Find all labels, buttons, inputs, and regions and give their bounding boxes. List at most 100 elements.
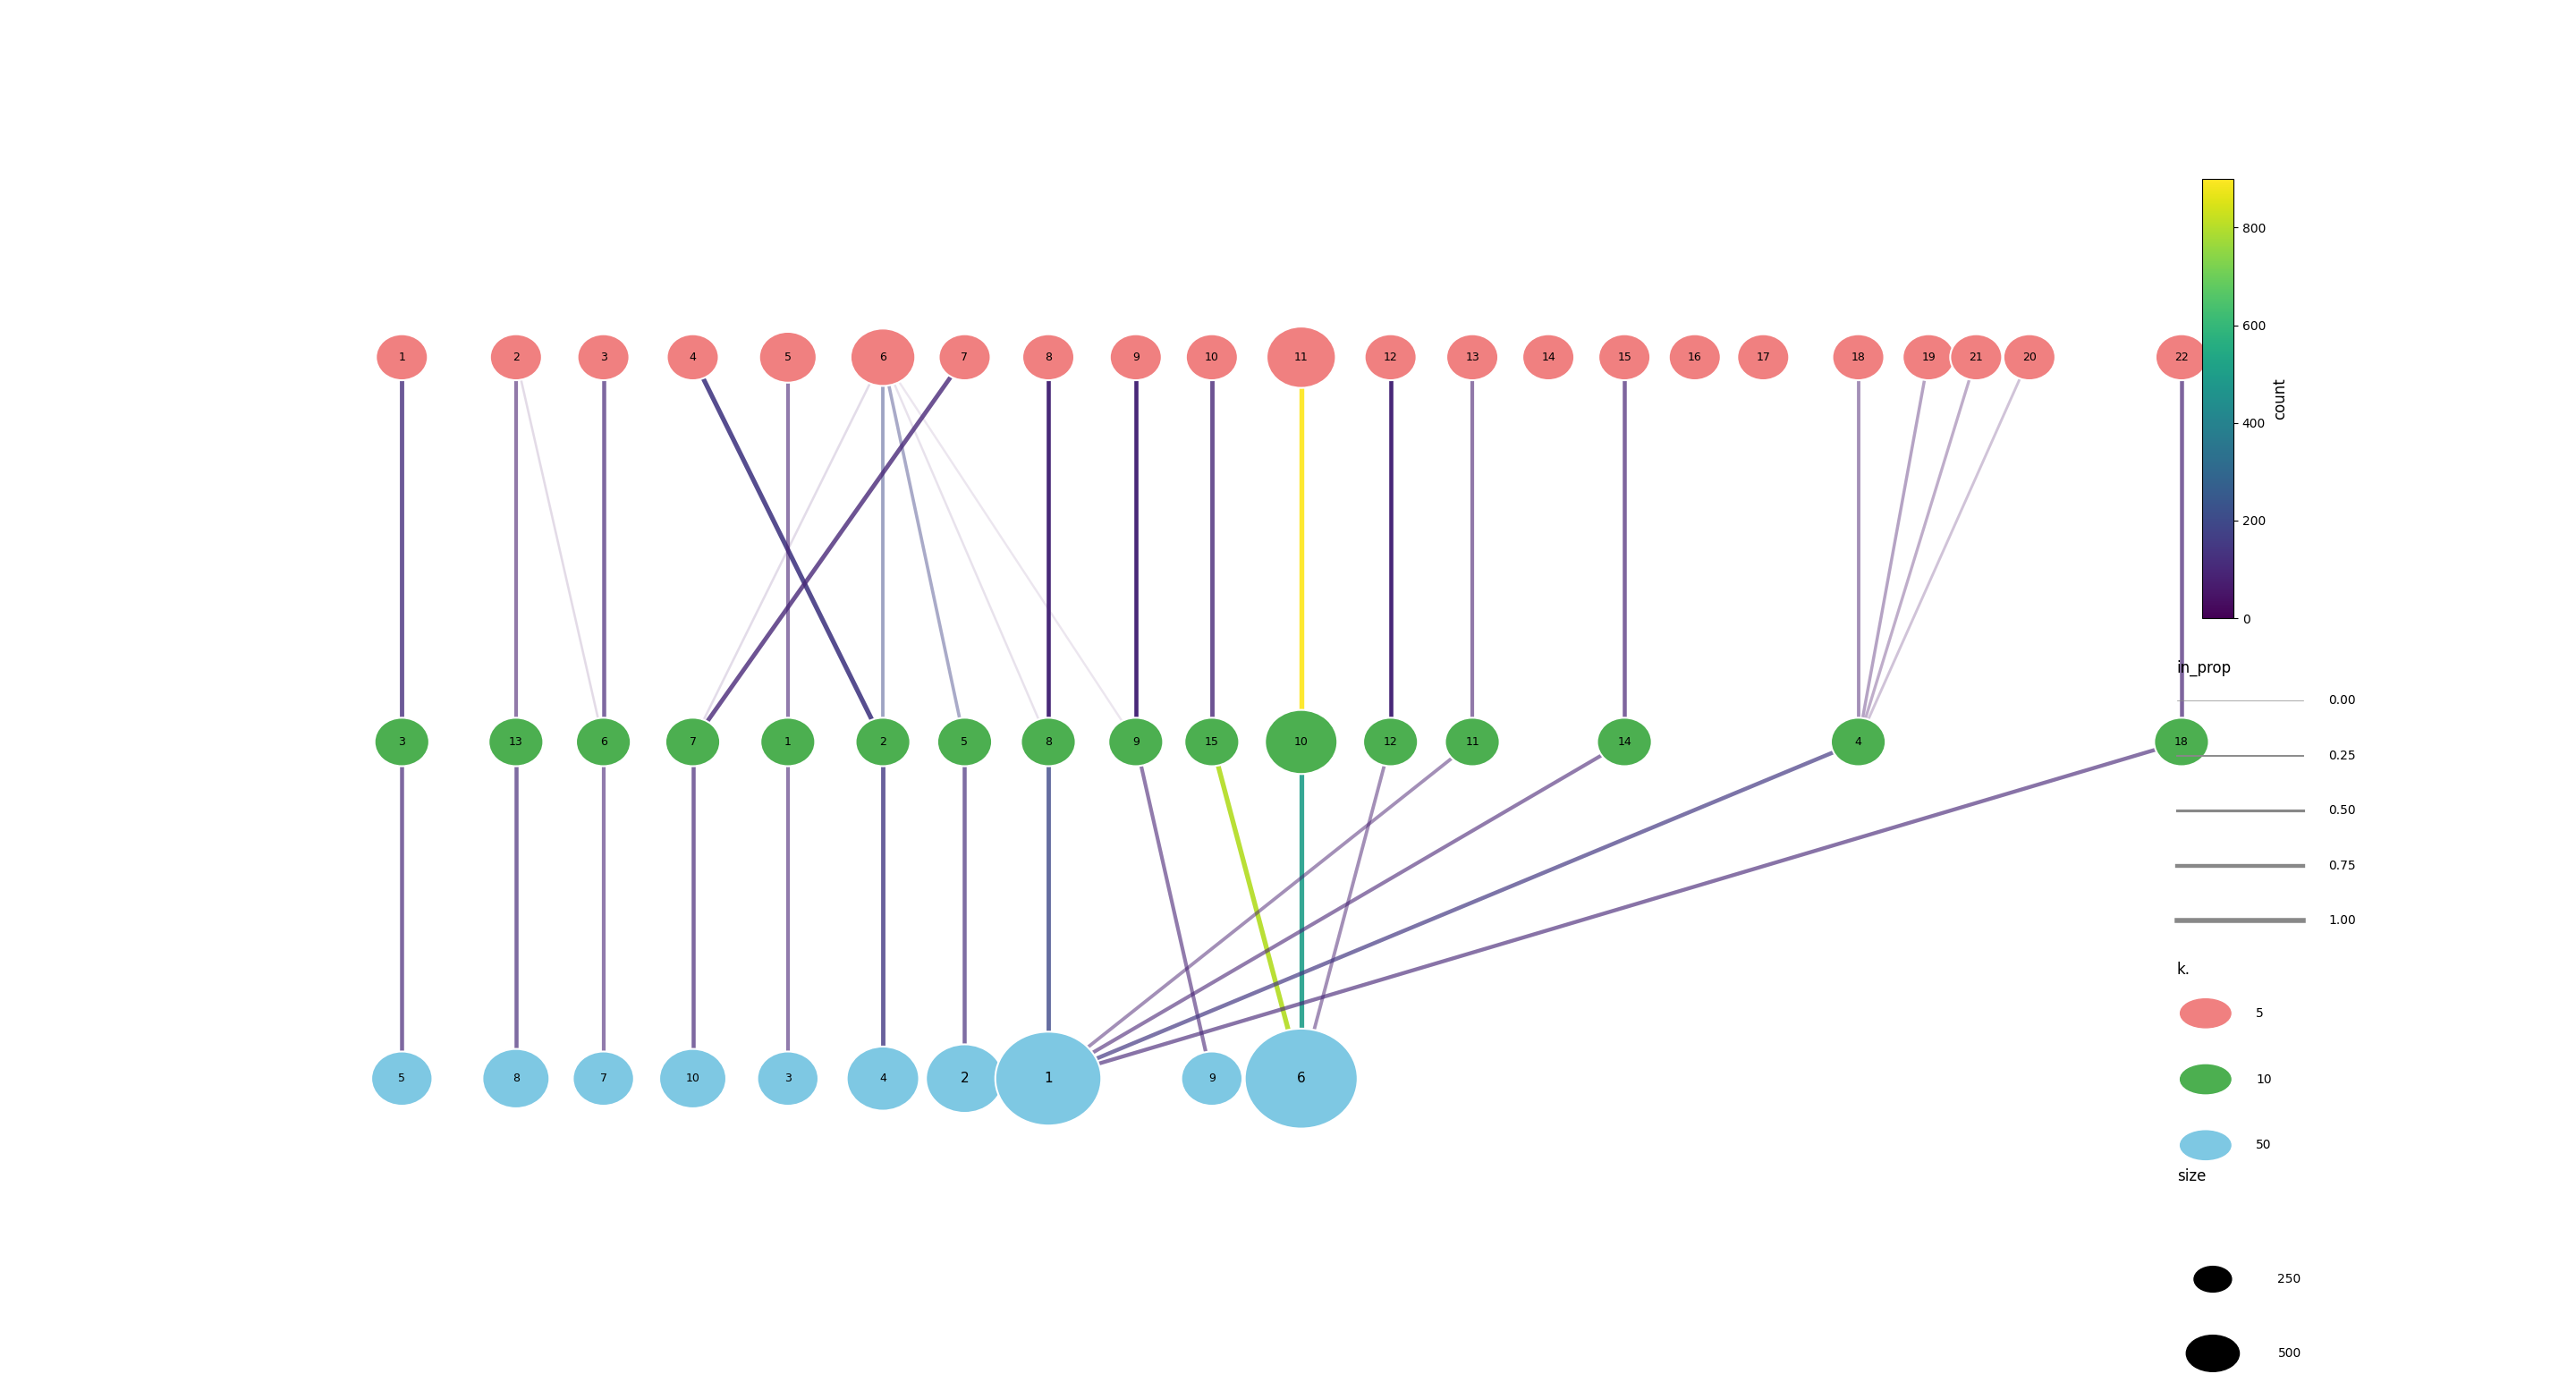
Text: 5: 5 <box>399 1073 404 1084</box>
Text: 0.00: 0.00 <box>2329 694 2354 708</box>
Ellipse shape <box>1597 717 1651 767</box>
Ellipse shape <box>1023 334 1074 381</box>
Text: 7: 7 <box>690 736 696 747</box>
Text: 0.25: 0.25 <box>2329 749 2354 763</box>
Text: 250: 250 <box>2277 1272 2300 1286</box>
Text: 10: 10 <box>1206 352 1218 363</box>
Ellipse shape <box>1522 334 1574 381</box>
Text: 17: 17 <box>1757 352 1770 363</box>
Ellipse shape <box>1182 1051 1242 1106</box>
Circle shape <box>2179 1065 2231 1094</box>
Text: 13: 13 <box>1466 352 1479 363</box>
Ellipse shape <box>2004 334 2056 381</box>
Ellipse shape <box>1185 334 1239 381</box>
Text: 3: 3 <box>600 352 608 363</box>
Text: 14: 14 <box>1540 352 1556 363</box>
Ellipse shape <box>848 1047 920 1110</box>
Circle shape <box>2195 1267 2231 1292</box>
Text: 0.75: 0.75 <box>2329 859 2354 872</box>
Text: 10: 10 <box>685 1073 701 1084</box>
Ellipse shape <box>1020 717 1077 767</box>
Text: 15: 15 <box>1618 352 1631 363</box>
Text: 12: 12 <box>1383 736 1399 747</box>
Ellipse shape <box>572 1051 634 1106</box>
Text: 19: 19 <box>1922 352 1935 363</box>
Ellipse shape <box>482 1048 549 1109</box>
Text: 22: 22 <box>2174 352 2190 363</box>
Ellipse shape <box>1445 334 1499 381</box>
Text: 14: 14 <box>1618 736 1631 747</box>
Ellipse shape <box>760 331 817 383</box>
Text: 21: 21 <box>1968 352 1984 363</box>
Text: 1: 1 <box>399 352 404 363</box>
Text: 11: 11 <box>1466 736 1479 747</box>
Ellipse shape <box>925 1044 1005 1113</box>
Text: 1: 1 <box>1043 1072 1054 1085</box>
Ellipse shape <box>577 334 629 381</box>
Text: 16: 16 <box>1687 352 1703 363</box>
Ellipse shape <box>1832 717 1886 767</box>
Ellipse shape <box>1108 717 1164 767</box>
Text: 6: 6 <box>600 736 608 747</box>
Ellipse shape <box>489 334 541 381</box>
Text: 50: 50 <box>2257 1139 2272 1151</box>
Ellipse shape <box>1600 334 1651 381</box>
Text: 8: 8 <box>1046 736 1051 747</box>
Text: 2: 2 <box>513 352 520 363</box>
Text: 18: 18 <box>1852 352 1865 363</box>
Circle shape <box>2179 999 2231 1028</box>
Ellipse shape <box>1110 334 1162 381</box>
Text: 15: 15 <box>1206 736 1218 747</box>
Ellipse shape <box>760 717 814 767</box>
Text: 4: 4 <box>1855 736 1862 747</box>
Ellipse shape <box>1365 334 1417 381</box>
Text: 5: 5 <box>2257 1007 2264 1020</box>
Text: 6: 6 <box>1296 1072 1306 1085</box>
Ellipse shape <box>376 334 428 381</box>
Text: 10: 10 <box>2257 1073 2272 1085</box>
Ellipse shape <box>577 717 631 767</box>
Text: 9: 9 <box>1208 1073 1216 1084</box>
Text: 500: 500 <box>2277 1347 2300 1360</box>
Text: 4: 4 <box>878 1073 886 1084</box>
Text: 12: 12 <box>1383 352 1399 363</box>
Ellipse shape <box>1445 717 1499 767</box>
Text: 1.00: 1.00 <box>2329 914 2354 927</box>
Text: 1: 1 <box>783 736 791 747</box>
Ellipse shape <box>374 717 430 767</box>
Text: 20: 20 <box>2022 352 2038 363</box>
Ellipse shape <box>665 717 721 767</box>
Text: 6: 6 <box>878 352 886 363</box>
Ellipse shape <box>938 334 992 381</box>
Ellipse shape <box>667 334 719 381</box>
Text: 7: 7 <box>600 1073 608 1084</box>
Ellipse shape <box>1267 327 1337 387</box>
Text: k.: k. <box>2177 962 2190 978</box>
Ellipse shape <box>1736 334 1790 381</box>
Text: 13: 13 <box>510 736 523 747</box>
Text: 9: 9 <box>1133 736 1139 747</box>
Text: 4: 4 <box>690 352 696 363</box>
Ellipse shape <box>489 717 544 767</box>
Circle shape <box>2187 1336 2239 1371</box>
Ellipse shape <box>1950 334 2002 381</box>
Text: 8: 8 <box>513 1073 520 1084</box>
Ellipse shape <box>1904 334 1955 381</box>
Text: 2: 2 <box>878 736 886 747</box>
Ellipse shape <box>855 717 909 767</box>
Ellipse shape <box>2156 334 2208 381</box>
Ellipse shape <box>994 1032 1103 1125</box>
Text: 11: 11 <box>1293 352 1309 363</box>
Ellipse shape <box>1265 710 1337 774</box>
Text: 3: 3 <box>783 1073 791 1084</box>
Ellipse shape <box>2154 717 2208 767</box>
Ellipse shape <box>659 1048 726 1109</box>
Ellipse shape <box>757 1051 819 1106</box>
Y-axis label: count: count <box>2272 378 2287 419</box>
Text: 5: 5 <box>961 736 969 747</box>
Text: 10: 10 <box>1293 736 1309 747</box>
Text: 9: 9 <box>1133 352 1139 363</box>
Text: 18: 18 <box>2174 736 2190 747</box>
Text: 3: 3 <box>399 736 404 747</box>
Text: in_prop: in_prop <box>2177 660 2231 676</box>
